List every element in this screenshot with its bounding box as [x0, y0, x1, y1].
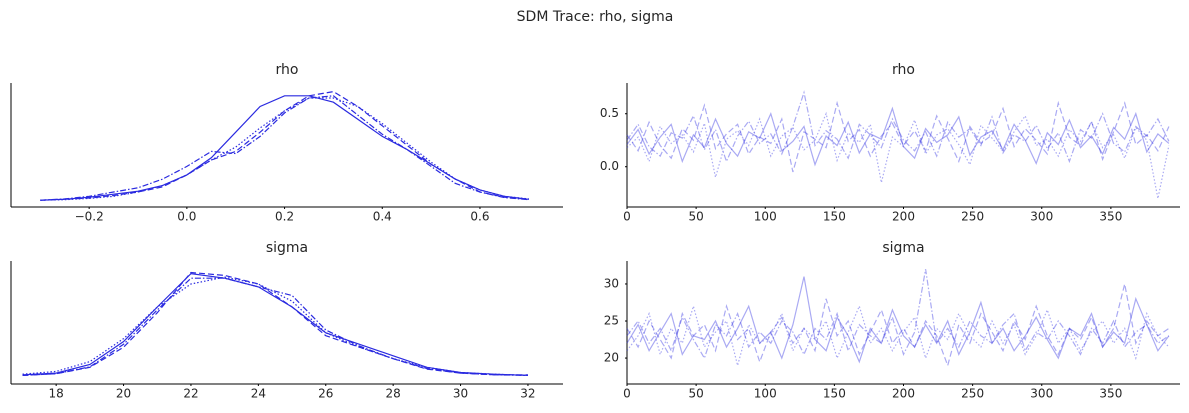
x-tick-label: 300 [1030, 210, 1053, 224]
panel-title: rho [892, 62, 915, 78]
x-tick-label: 0.2 [275, 210, 294, 224]
x-tick-label: 0.0 [177, 210, 196, 224]
x-tick-label: 250 [961, 210, 984, 224]
chain-line [22, 271, 528, 376]
x-tick-label: 20 [116, 387, 131, 401]
chain-line [40, 95, 529, 201]
y-tick-label: 25 [604, 314, 619, 328]
x-tick-label: 26 [318, 387, 333, 401]
x-tick-label: 0.6 [470, 210, 489, 224]
panel-title: sigma [882, 240, 924, 256]
x-tick-label: 0 [623, 387, 631, 401]
chain-line [626, 269, 1170, 360]
panel-title: sigma [266, 240, 308, 256]
x-tick-label: 100 [754, 387, 777, 401]
y-tick-label: 0.0 [600, 159, 619, 173]
chain-line [22, 272, 529, 376]
x-tick-label: 22 [183, 387, 198, 401]
chain-line [626, 90, 1170, 164]
chain-line [626, 276, 1170, 364]
x-tick-label: 50 [688, 210, 703, 224]
x-tick-label: 24 [251, 387, 266, 401]
x-tick-label: −0.2 [75, 210, 104, 224]
chain-line [626, 304, 1170, 368]
y-tick-label: 0.5 [600, 106, 619, 120]
chain-line [40, 97, 529, 201]
chain-line [626, 111, 1170, 199]
chain-line [22, 277, 529, 376]
x-tick-label: 28 [386, 387, 401, 401]
chain-line [626, 283, 1170, 368]
x-tick-label: 0 [623, 210, 631, 224]
x-tick-label: 150 [823, 210, 846, 224]
x-tick-label: 150 [823, 387, 846, 401]
x-tick-label: 32 [520, 387, 535, 401]
x-tick-label: 350 [1099, 387, 1122, 401]
x-tick-label: 200 [892, 210, 915, 224]
y-tick-label: 30 [604, 276, 619, 290]
x-tick-label: 30 [453, 387, 468, 401]
chain-line [22, 276, 529, 376]
x-tick-label: 300 [1030, 387, 1053, 401]
x-tick-label: 50 [688, 387, 703, 401]
chain-line [626, 106, 1170, 167]
panel-title: rho [276, 62, 299, 78]
x-tick-label: 200 [892, 387, 915, 401]
chain-line [626, 100, 1170, 173]
x-tick-label: 0.4 [373, 210, 392, 224]
x-tick-label: 18 [49, 387, 64, 401]
x-tick-label: 100 [754, 210, 777, 224]
x-tick-label: 350 [1099, 210, 1122, 224]
y-tick-label: 20 [604, 351, 619, 365]
x-tick-label: 250 [961, 387, 984, 401]
figure-title: SDM Trace: rho, sigma [517, 9, 674, 25]
